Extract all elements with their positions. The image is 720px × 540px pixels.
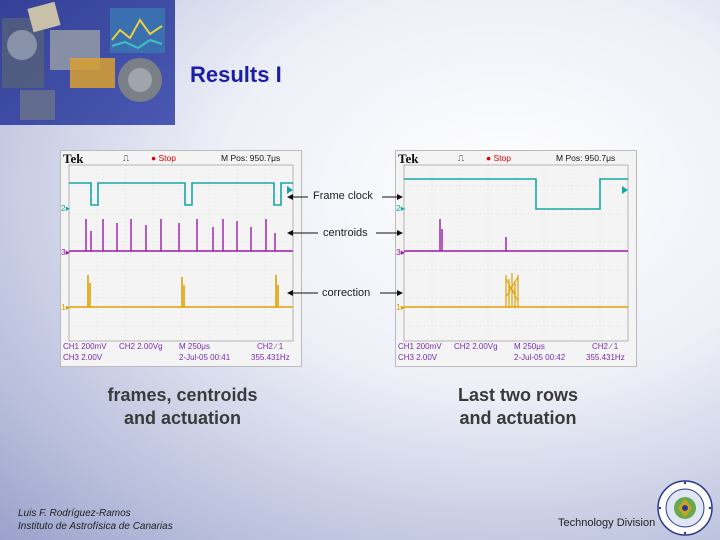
scope-brand-label: Tek: [63, 151, 84, 166]
institute-seal-logo: [657, 480, 713, 536]
scope-traces-left: [68, 164, 294, 342]
telescope-banner-image: [0, 0, 175, 125]
division-label: Technology Division: [558, 517, 656, 529]
ch1-scale: CH1 200mV: [63, 342, 107, 351]
caption-right-line2: and actuation: [459, 408, 577, 428]
trigger-setting: CH2 ∕ 1: [257, 342, 284, 351]
frame-clock-annotation: Frame clock: [313, 190, 373, 202]
ch2-marker: 2▸: [61, 203, 70, 213]
ch2-scale: CH2 2.00Vg: [454, 342, 498, 351]
slide-title: Results I: [190, 62, 282, 87]
author-institution: Instituto de Astrofísica de Canarias: [18, 521, 173, 532]
author-credit: Luis F. Rodríguez-Ramos Instituto de Ast…: [18, 507, 173, 533]
ch2-scale: CH2 2.00Vg: [119, 342, 163, 351]
caption-left: frames, centroids and actuation: [80, 384, 285, 430]
oscilloscope-screenshot-right: Tek ⎍ ● Stop M Pos: 950.7μs 2▸ 3▸ 1▸ CH1…: [395, 150, 637, 367]
scope-brand-label: Tek: [398, 151, 419, 166]
ch3-scale: CH3 2.00V: [63, 353, 103, 362]
ch3-marker: 3▸: [61, 247, 70, 257]
frequency-readout: 355.431Hz: [586, 353, 625, 362]
run-state-text: Stop: [158, 153, 177, 163]
capture-date: 2-Jul-05 00:41: [179, 353, 231, 362]
ch1-marker: 1▸: [61, 302, 70, 312]
correction-annotation: correction: [322, 287, 371, 299]
frame-clock-trace: [404, 178, 628, 210]
timebase: M 250μs: [179, 342, 210, 351]
caption-right-line1: Last two rows: [457, 385, 578, 405]
frame-clock-trace: [69, 182, 293, 206]
frequency-readout: 355.431Hz: [251, 353, 290, 362]
oscilloscope-screenshot-left: Tek ⎍ ● Stop M Pos: 950.7μs 2▸ 3▸ 1▸ CH1…: [60, 150, 302, 367]
ch2-marker: 2▸: [396, 203, 405, 213]
ch1-marker: 1▸: [396, 302, 405, 312]
run-state-text: Stop: [493, 153, 512, 163]
caption-right: Last two rows and actuation: [418, 384, 618, 430]
time-position-label: M Pos: 950.7μs: [221, 153, 281, 163]
trigger-symbol: ⎍: [458, 153, 464, 163]
ch3-scale: CH3 2.00V: [398, 353, 438, 362]
trigger-setting: CH2 ∕ 1: [592, 342, 619, 351]
trigger-symbol: ⎍: [123, 153, 129, 163]
capture-date: 2-Jul-05 00:42: [514, 353, 566, 362]
run-state-label: ● Stop: [486, 153, 511, 163]
annotation-arrows: [287, 194, 403, 296]
scope-traces-right: [403, 164, 629, 342]
author-name: Luis F. Rodríguez-Ramos: [18, 508, 131, 519]
caption-left-line2: and actuation: [123, 408, 241, 428]
run-state-label: ● Stop: [151, 153, 176, 163]
centroids-annotation: centroids: [323, 227, 368, 239]
ch1-scale: CH1 200mV: [398, 342, 442, 351]
time-position-label: M Pos: 950.7μs: [556, 153, 616, 163]
caption-left-line1: frames, centroids: [107, 385, 258, 405]
timebase: M 250μs: [514, 342, 545, 351]
ch3-marker: 3▸: [396, 247, 405, 257]
